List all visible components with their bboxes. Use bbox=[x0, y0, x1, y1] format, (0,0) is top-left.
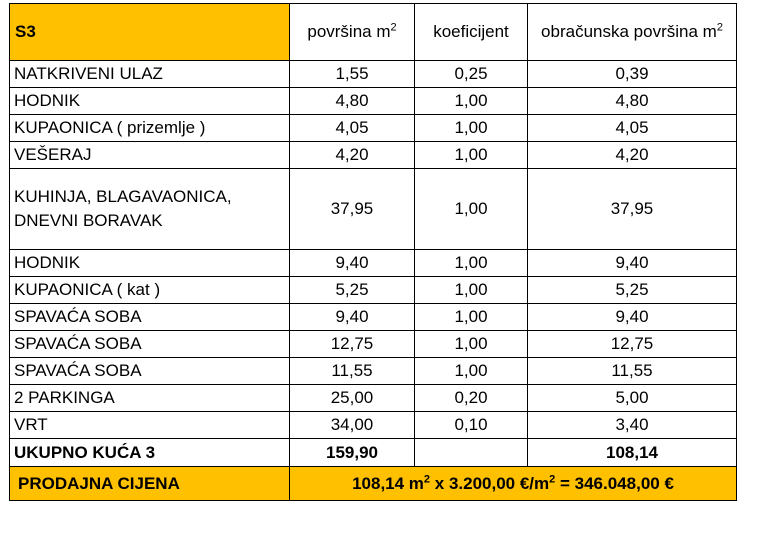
table-header-row: S3 površina m2 koeficijent obračunska po… bbox=[9, 3, 737, 61]
room-area: 11,55 bbox=[289, 357, 415, 385]
room-coef: 0,20 bbox=[414, 384, 528, 412]
room-name: KUPAONICA ( prizemlje ) bbox=[9, 114, 290, 142]
table-row: SPAVAĆA SOBA 12,75 1,00 12,75 bbox=[9, 330, 737, 358]
room-name: KUPAONICA ( kat ) bbox=[9, 276, 290, 304]
total-label: UKUPNO KUĆA 3 bbox=[9, 438, 290, 467]
room-area: 4,05 bbox=[289, 114, 415, 142]
area-column-header: površina m2 bbox=[289, 3, 415, 61]
room-calc-area: 9,40 bbox=[527, 303, 737, 331]
total-area: 159,90 bbox=[289, 438, 415, 467]
room-coef: 1,00 bbox=[414, 249, 528, 277]
table-row: VRT 34,00 0,10 3,40 bbox=[9, 411, 737, 439]
room-calc-area: 3,40 bbox=[527, 411, 737, 439]
room-coef: 1,00 bbox=[414, 330, 528, 358]
price-area-text: 108,14 m bbox=[352, 473, 424, 493]
calc-header-sup: 2 bbox=[716, 21, 723, 34]
room-calc-area: 5,25 bbox=[527, 276, 737, 304]
area-table: S3 površina m2 koeficijent obračunska po… bbox=[9, 3, 737, 501]
table-row: KUPAONICA ( kat ) 5,25 1,00 5,25 bbox=[9, 276, 737, 304]
table-row: SPAVAĆA SOBA 11,55 1,00 11,55 bbox=[9, 357, 737, 385]
price-formula: 108,14 m2 x 3.200,00 €/m2 = 346.048,00 € bbox=[289, 466, 737, 501]
room-name: VRT bbox=[9, 411, 290, 439]
table-row: HODNIK 4,80 1,00 4,80 bbox=[9, 87, 737, 115]
table-row: KUHINJA, BLAGAVAONICA, DNEVNI BORAVAK 37… bbox=[9, 168, 737, 250]
room-name: KUHINJA, BLAGAVAONICA, DNEVNI BORAVAK bbox=[9, 168, 290, 250]
room-area: 9,40 bbox=[289, 303, 415, 331]
total-calc-area: 108,14 bbox=[527, 438, 737, 467]
area-header-sup: 2 bbox=[390, 21, 397, 34]
room-name: 2 PARKINGA bbox=[9, 384, 290, 412]
room-name: NATKRIVENI ULAZ bbox=[9, 60, 290, 88]
room-coef: 1,00 bbox=[414, 276, 528, 304]
room-calc-area: 11,55 bbox=[527, 357, 737, 385]
table-row: SPAVAĆA SOBA 9,40 1,00 9,40 bbox=[9, 303, 737, 331]
total-row: UKUPNO KUĆA 3 159,90 108,14 bbox=[9, 438, 737, 467]
room-name: SPAVAĆA SOBA bbox=[9, 303, 290, 331]
room-calc-area: 37,95 bbox=[527, 168, 737, 250]
room-calc-area: 4,05 bbox=[527, 114, 737, 142]
room-calc-area: 5,00 bbox=[527, 384, 737, 412]
calc-area-column-header: obračunska površina m2 bbox=[527, 3, 737, 61]
table-row: HODNIK 9,40 1,00 9,40 bbox=[9, 249, 737, 277]
room-calc-area: 12,75 bbox=[527, 330, 737, 358]
room-calc-area: 9,40 bbox=[527, 249, 737, 277]
price-label: PRODAJNA CIJENA bbox=[9, 466, 290, 501]
room-name: HODNIK bbox=[9, 249, 290, 277]
table-row: VEŠERAJ 4,20 1,00 4,20 bbox=[9, 141, 737, 169]
room-calc-area: 4,20 bbox=[527, 141, 737, 169]
price-area-sup: 2 bbox=[423, 472, 431, 485]
coef-column-header: koeficijent bbox=[414, 3, 528, 61]
room-area: 4,20 bbox=[289, 141, 415, 169]
table-row: 2 PARKINGA 25,00 0,20 5,00 bbox=[9, 384, 737, 412]
room-coef: 1,00 bbox=[414, 357, 528, 385]
area-header-text: površina m bbox=[307, 22, 391, 41]
room-coef: 1,00 bbox=[414, 114, 528, 142]
room-name: HODNIK bbox=[9, 87, 290, 115]
room-name: VEŠERAJ bbox=[9, 141, 290, 169]
room-area: 5,25 bbox=[289, 276, 415, 304]
room-area: 1,55 bbox=[289, 60, 415, 88]
room-area: 12,75 bbox=[289, 330, 415, 358]
price-rate-text: x 3.200,00 €/m bbox=[430, 473, 550, 493]
room-area: 4,80 bbox=[289, 87, 415, 115]
room-calc-area: 0,39 bbox=[527, 60, 737, 88]
room-calc-area: 4,80 bbox=[527, 87, 737, 115]
room-coef: 1,00 bbox=[414, 87, 528, 115]
table-row: KUPAONICA ( prizemlje ) 4,05 1,00 4,05 bbox=[9, 114, 737, 142]
price-row: PRODAJNA CIJENA 108,14 m2 x 3.200,00 €/m… bbox=[9, 466, 737, 501]
room-area: 9,40 bbox=[289, 249, 415, 277]
calc-header-text: obračunska površina m bbox=[541, 22, 717, 41]
total-coef-empty bbox=[414, 438, 528, 467]
room-name: SPAVAĆA SOBA bbox=[9, 330, 290, 358]
table-row: NATKRIVENI ULAZ 1,55 0,25 0,39 bbox=[9, 60, 737, 88]
room-coef: 1,00 bbox=[414, 141, 528, 169]
room-name: SPAVAĆA SOBA bbox=[9, 357, 290, 385]
room-area: 25,00 bbox=[289, 384, 415, 412]
price-rate-sup: 2 bbox=[549, 472, 556, 485]
room-coef: 1,00 bbox=[414, 168, 528, 250]
room-coef: 0,10 bbox=[414, 411, 528, 439]
room-area: 34,00 bbox=[289, 411, 415, 439]
room-area: 37,95 bbox=[289, 168, 415, 250]
price-total-text: = 346.048,00 € bbox=[555, 473, 674, 493]
room-coef: 1,00 bbox=[414, 303, 528, 331]
unit-label: S3 bbox=[9, 3, 290, 61]
room-coef: 0,25 bbox=[414, 60, 528, 88]
